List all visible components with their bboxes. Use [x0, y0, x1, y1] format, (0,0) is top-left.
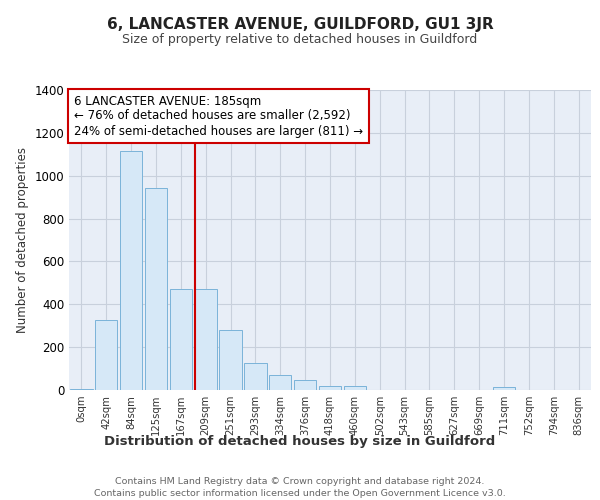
Text: Size of property relative to detached houses in Guildford: Size of property relative to detached ho…	[122, 32, 478, 46]
Y-axis label: Number of detached properties: Number of detached properties	[16, 147, 29, 333]
Text: Distribution of detached houses by size in Guildford: Distribution of detached houses by size …	[104, 435, 496, 448]
Bar	[220, 330, 242, 390]
Bar	[70, 389, 92, 390]
Text: 6, LANCASTER AVENUE, GUILDFORD, GU1 3JR: 6, LANCASTER AVENUE, GUILDFORD, GU1 3JR	[107, 18, 493, 32]
Bar	[319, 386, 341, 390]
Bar	[493, 387, 515, 390]
Text: 6 LANCASTER AVENUE: 185sqm
← 76% of detached houses are smaller (2,592)
24% of s: 6 LANCASTER AVENUE: 185sqm ← 76% of deta…	[74, 94, 364, 138]
Text: Contains public sector information licensed under the Open Government Licence v3: Contains public sector information licen…	[94, 489, 506, 498]
Bar	[194, 290, 217, 390]
Bar	[244, 363, 266, 390]
Bar	[269, 375, 292, 390]
Bar	[344, 386, 366, 390]
Bar	[95, 320, 118, 390]
Bar	[145, 188, 167, 390]
Bar	[294, 380, 316, 390]
Bar	[170, 290, 192, 390]
Bar	[120, 151, 142, 390]
Text: Contains HM Land Registry data © Crown copyright and database right 2024.: Contains HM Land Registry data © Crown c…	[115, 478, 485, 486]
